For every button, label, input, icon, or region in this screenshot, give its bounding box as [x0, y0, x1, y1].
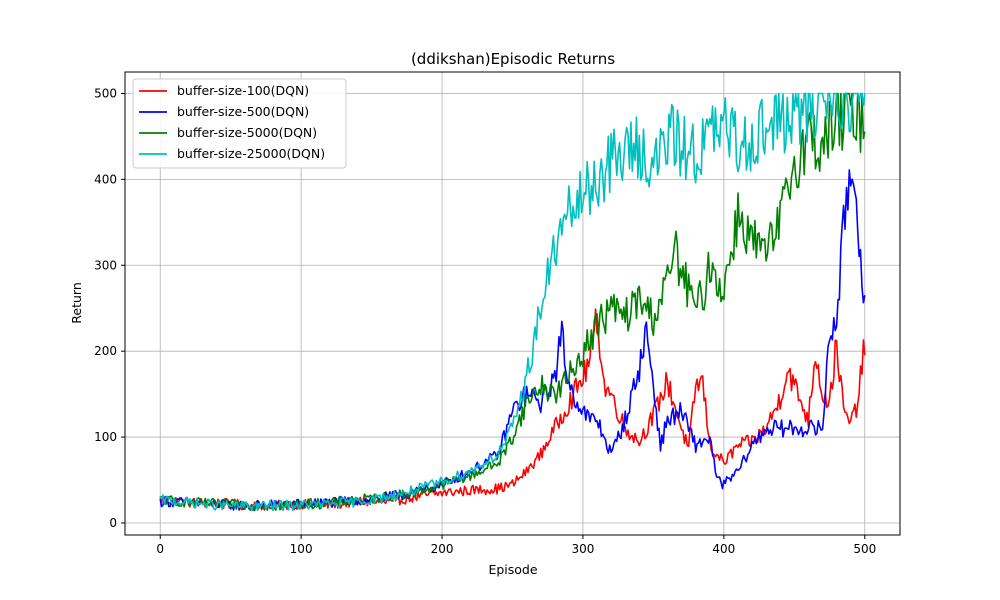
series-line-3 — [159, 92, 866, 512]
x-tick-label: 500 — [853, 542, 876, 556]
x-axis-label: Episode — [488, 562, 537, 577]
x-tick-label: 100 — [290, 542, 313, 556]
y-axis-label: Return — [69, 282, 84, 323]
legend-box — [132, 78, 347, 169]
x-tick-label: 0 — [156, 542, 164, 556]
y-tick-label: 100 — [94, 430, 117, 444]
legend-label: buffer-size-5000(DQN) — [177, 125, 317, 140]
legend-label: buffer-size-25000(DQN) — [177, 146, 325, 161]
legend: buffer-size-100(DQN) buffer-size-500(DQN)… — [132, 78, 347, 169]
axis-ticks: 0 100 200 300 400 500 0 100 200 300 400 500 — [94, 86, 876, 556]
y-tick-label: 500 — [94, 86, 117, 100]
x-tick-label: 200 — [431, 542, 454, 556]
chart-title: (ddikshan)Episodic Returns — [411, 50, 615, 68]
plot-area-frame — [124, 71, 901, 536]
series-line-1 — [159, 169, 866, 512]
series-layer — [159, 92, 866, 512]
y-tick-label: 0 — [109, 516, 117, 530]
legend-label: buffer-size-500(DQN) — [177, 104, 309, 119]
x-tick-label: 300 — [572, 542, 595, 556]
y-tick-label: 200 — [94, 344, 117, 358]
legend-label: buffer-size-100(DQN) — [177, 83, 309, 98]
y-tick-label: 300 — [94, 258, 117, 272]
y-tick-label: 400 — [94, 172, 117, 186]
x-tick-label: 400 — [712, 542, 735, 556]
